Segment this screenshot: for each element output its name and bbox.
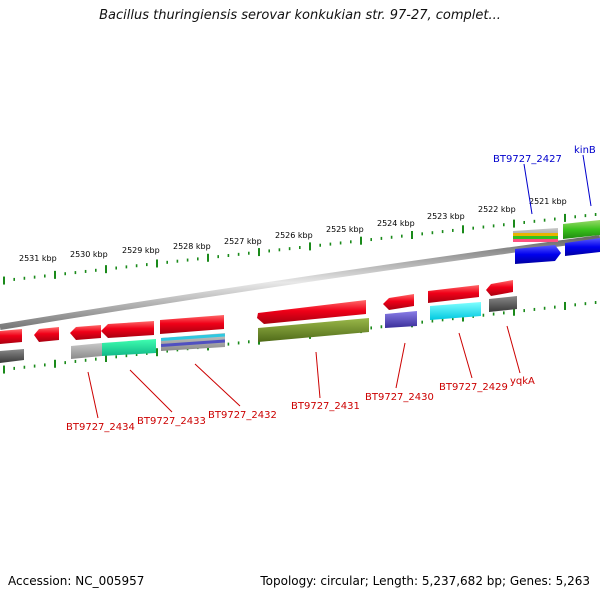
gene-feature[interactable] xyxy=(160,333,226,341)
gene-label[interactable]: BT9727_2431 xyxy=(291,401,360,412)
gene-feature[interactable] xyxy=(515,245,561,264)
gene-feature[interactable] xyxy=(513,233,558,236)
gene-feature[interactable] xyxy=(489,296,517,312)
scale-label: 2531 kbp xyxy=(19,254,57,263)
gene-feature[interactable] xyxy=(34,327,59,342)
outer-scale-ticks xyxy=(3,212,597,285)
forward-strand-genes xyxy=(0,280,513,344)
accession-text: Accession: NC_005957 xyxy=(8,574,145,588)
scale-label: 2529 kbp xyxy=(122,246,160,255)
top-strand-genes xyxy=(513,220,600,264)
gene-label[interactable]: BT9727_2432 xyxy=(208,410,277,421)
scale-label: 2527 kbp xyxy=(224,237,262,246)
gene-feature[interactable] xyxy=(101,321,154,338)
scale-label: 2525 kbp xyxy=(326,225,364,234)
scale-label: 2521 kbp xyxy=(529,197,567,206)
gene-feature[interactable] xyxy=(563,220,600,239)
gene-feature[interactable] xyxy=(0,329,22,344)
scale-labels: 2531 kbp 2530 kbp 2529 kbp 2528 kbp 2527… xyxy=(19,197,567,263)
gene-label[interactable]: BT9727_2430 xyxy=(365,392,434,403)
gene-feature[interactable] xyxy=(160,315,224,334)
gene-feature[interactable] xyxy=(160,339,226,347)
gene-feature[interactable] xyxy=(513,236,558,239)
scale-label: 2523 kbp xyxy=(427,212,465,221)
gene-feature[interactable] xyxy=(0,349,24,363)
gene-feature[interactable] xyxy=(71,343,102,359)
gene-feature[interactable] xyxy=(258,318,369,342)
map-title: Bacillus thuringiensis serovar konkukian… xyxy=(99,8,501,23)
gene-feature[interactable] xyxy=(430,302,481,320)
gene-feature[interactable] xyxy=(70,325,101,340)
gene-label[interactable]: yqkA xyxy=(510,376,535,387)
gene-label[interactable]: BT9727_2433 xyxy=(137,416,206,427)
scale-label: 2530 kbp xyxy=(70,250,108,259)
gene-feature[interactable] xyxy=(486,280,513,296)
top-leader-lines xyxy=(523,154,592,215)
top-gene-labels: BT9727_2427 kinB xyxy=(493,145,596,165)
gene-feature[interactable] xyxy=(383,294,414,310)
scale-label: 2526 kbp xyxy=(275,231,313,240)
gene-feature[interactable] xyxy=(513,239,558,242)
scale-label: 2522 kbp xyxy=(478,205,516,214)
gene-feature[interactable] xyxy=(385,311,417,328)
gene-label[interactable]: BT9727_2429 xyxy=(439,382,508,393)
gene-feature[interactable] xyxy=(257,300,366,324)
reverse-strand-genes xyxy=(0,296,517,363)
bottom-leader-lines xyxy=(87,325,521,419)
gene-label[interactable]: BT9727_2434 xyxy=(66,422,135,433)
summary-text: Topology: circular; Length: 5,237,682 bp… xyxy=(260,574,590,588)
gene-label[interactable]: kinB xyxy=(574,145,596,156)
scale-label: 2524 kbp xyxy=(377,219,415,228)
gene-label[interactable]: BT9727_2427 xyxy=(493,154,562,165)
bottom-gene-labels: BT9727_2434 BT9727_2433 BT9727_2432 BT97… xyxy=(66,376,535,433)
gene-feature[interactable] xyxy=(102,339,156,356)
scale-label: 2528 kbp xyxy=(173,242,211,251)
gene-feature[interactable] xyxy=(428,285,479,303)
gene-feature[interactable] xyxy=(565,238,600,256)
